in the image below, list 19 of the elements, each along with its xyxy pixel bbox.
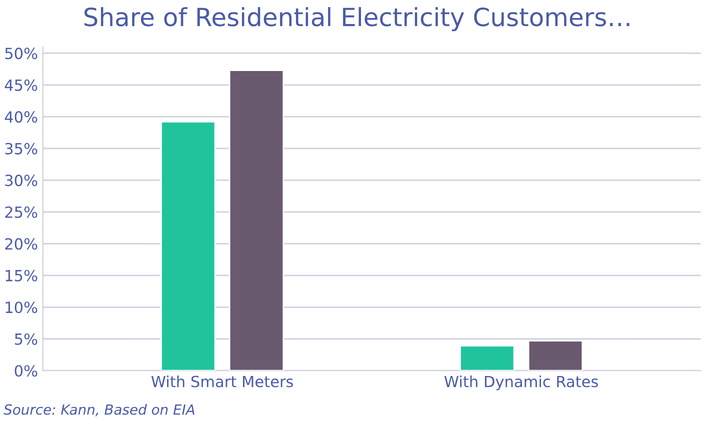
bar bbox=[460, 345, 515, 371]
bar bbox=[228, 70, 284, 371]
y-tick-label: 35% bbox=[5, 142, 38, 154]
y-tick-label: 50% bbox=[5, 48, 38, 60]
y-tick-label: 45% bbox=[4, 79, 38, 91]
y-tick-label: 5% bbox=[14, 333, 38, 345]
y-tick-label: 20% bbox=[5, 238, 38, 250]
y-tick-label: 30% bbox=[5, 174, 38, 186]
x-tick-label: With Smart Meters bbox=[151, 375, 293, 388]
y-tick-label: 15% bbox=[6, 270, 38, 282]
bar bbox=[160, 121, 216, 371]
y-tick-label: 25% bbox=[5, 206, 38, 218]
y-tick-label: 0% bbox=[14, 365, 38, 377]
y-tick-label: 40% bbox=[4, 111, 38, 123]
bar bbox=[528, 340, 584, 371]
chart-title: Share of Residential Electricity Customers… bbox=[84, 7, 630, 32]
source-note: Source: Kann, Based on EIA bbox=[4, 404, 194, 416]
y-tick-label: 10% bbox=[6, 302, 38, 314]
x-tick-label: With Dynamic Rates bbox=[444, 375, 598, 390]
